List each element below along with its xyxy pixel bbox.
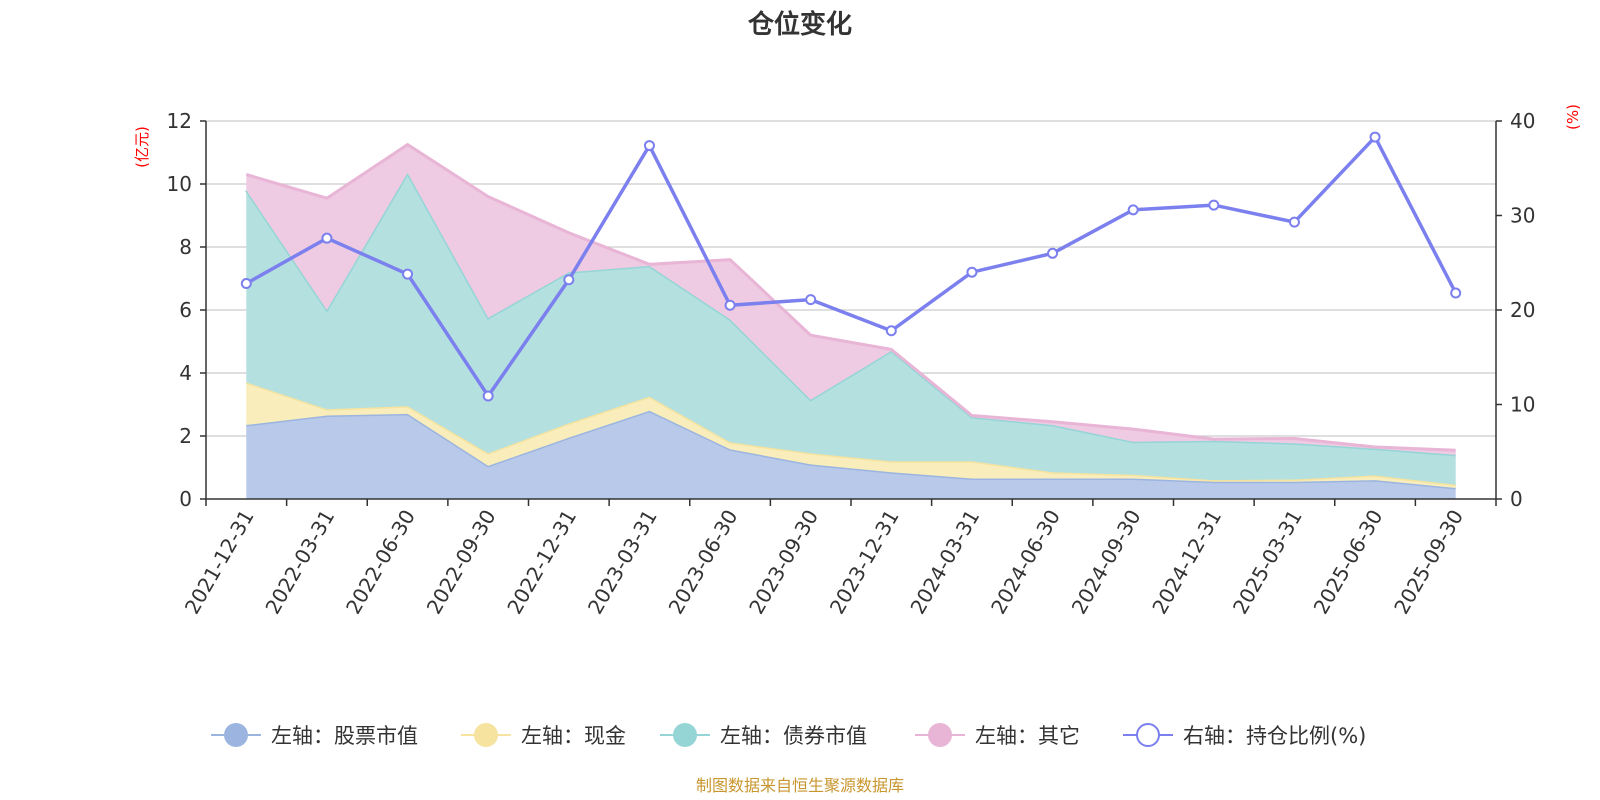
area-左轴：其它 — [246, 144, 1456, 455]
area-edge-左轴：债券市值 — [245, 169, 1456, 457]
legend: 左轴：股票市值 左轴：现金 左轴：债券市值 左轴：其它 右轴：持仓比例(%) — [211, 723, 1366, 748]
right-tick-label: 0 — [1510, 487, 1523, 511]
legend-label: 左轴：其它 — [975, 724, 1080, 748]
right-axis-unit: (%) — [1564, 104, 1582, 130]
left-tick-label: 6 — [179, 298, 192, 322]
ratio-point — [240, 278, 252, 290]
left-tick-label: 4 — [179, 361, 192, 385]
x-tick-label: 2022-09-30 — [422, 506, 501, 619]
ratio-point — [563, 274, 575, 286]
legend-label: 左轴：债券市值 — [720, 724, 867, 748]
left-axis-unit: (亿元) — [133, 126, 151, 168]
x-tick-label: 2025-06-30 — [1308, 506, 1387, 619]
ratio-point — [1208, 199, 1220, 211]
ratio-point — [321, 232, 333, 244]
ratio-point — [402, 268, 414, 280]
x-tick-label: 2023-12-31 — [825, 506, 904, 619]
ratio-point — [1047, 247, 1059, 259]
x-tick-label: 2021-12-31 — [180, 506, 259, 619]
legend-label: 右轴：持仓比例(%) — [1183, 724, 1366, 748]
legend-marker — [224, 723, 248, 747]
x-tick-label: 2025-03-31 — [1228, 506, 1307, 619]
ratio-point — [1369, 131, 1381, 143]
x-tick-label: 2022-03-31 — [260, 506, 339, 619]
data-source: 制图数据来自恒生聚源数据库 — [696, 776, 904, 795]
right-tick-label: 20 — [1510, 298, 1535, 322]
legend-label: 左轴：现金 — [521, 724, 626, 748]
x-tick-label: 2023-06-30 — [663, 506, 742, 619]
area-左轴：债券市值 — [246, 173, 1456, 485]
right-tick-label: 30 — [1510, 204, 1535, 228]
x-tick-label: 2024-12-31 — [1147, 506, 1226, 619]
area-左轴：现金 — [246, 382, 1456, 488]
x-tick-label: 2023-09-30 — [744, 506, 823, 619]
x-tick-label: 2024-03-31 — [905, 506, 984, 619]
ratio-point — [1127, 204, 1139, 216]
area-左轴：股票市值 — [246, 410, 1456, 499]
left-tick-label: 2 — [179, 424, 192, 448]
chart-title: 仓位变化 — [747, 9, 852, 40]
ratio-line-path — [245, 134, 1458, 400]
ratio-point — [805, 294, 817, 306]
x-tick-label: 2022-12-31 — [502, 506, 581, 619]
left-tick-label: 10 — [167, 172, 192, 196]
legend-marker — [1136, 723, 1160, 747]
x-tick-label: 2025-09-30 — [1389, 506, 1468, 619]
area-edge-左轴：其它 — [245, 142, 1456, 452]
x-tick-label: 2023-03-31 — [583, 506, 662, 619]
legend-marker — [474, 723, 498, 747]
left-tick-label: 12 — [167, 109, 192, 133]
ratio-point — [1288, 216, 1300, 228]
ratio-line — [240, 131, 1462, 402]
ratio-point — [1450, 287, 1462, 299]
x-tick-label: 2024-06-30 — [986, 506, 1065, 619]
right-tick-label: 40 — [1510, 109, 1535, 133]
x-tick-label: 2022-06-30 — [341, 506, 420, 619]
right-tick-label: 10 — [1510, 393, 1535, 417]
legend-marker — [673, 723, 697, 747]
left-tick-label: 8 — [179, 235, 192, 259]
x-tick-label: 2024-09-30 — [1067, 506, 1146, 619]
ratio-point — [724, 299, 736, 311]
ratio-point — [482, 390, 494, 402]
left-tick-label: 0 — [179, 487, 192, 511]
legend-marker — [928, 723, 952, 747]
legend-label: 左轴：股票市值 — [271, 724, 418, 748]
ratio-point — [885, 325, 897, 337]
stacked-areas — [245, 142, 1456, 499]
ratio-point — [643, 140, 655, 152]
ratio-point — [966, 266, 978, 278]
